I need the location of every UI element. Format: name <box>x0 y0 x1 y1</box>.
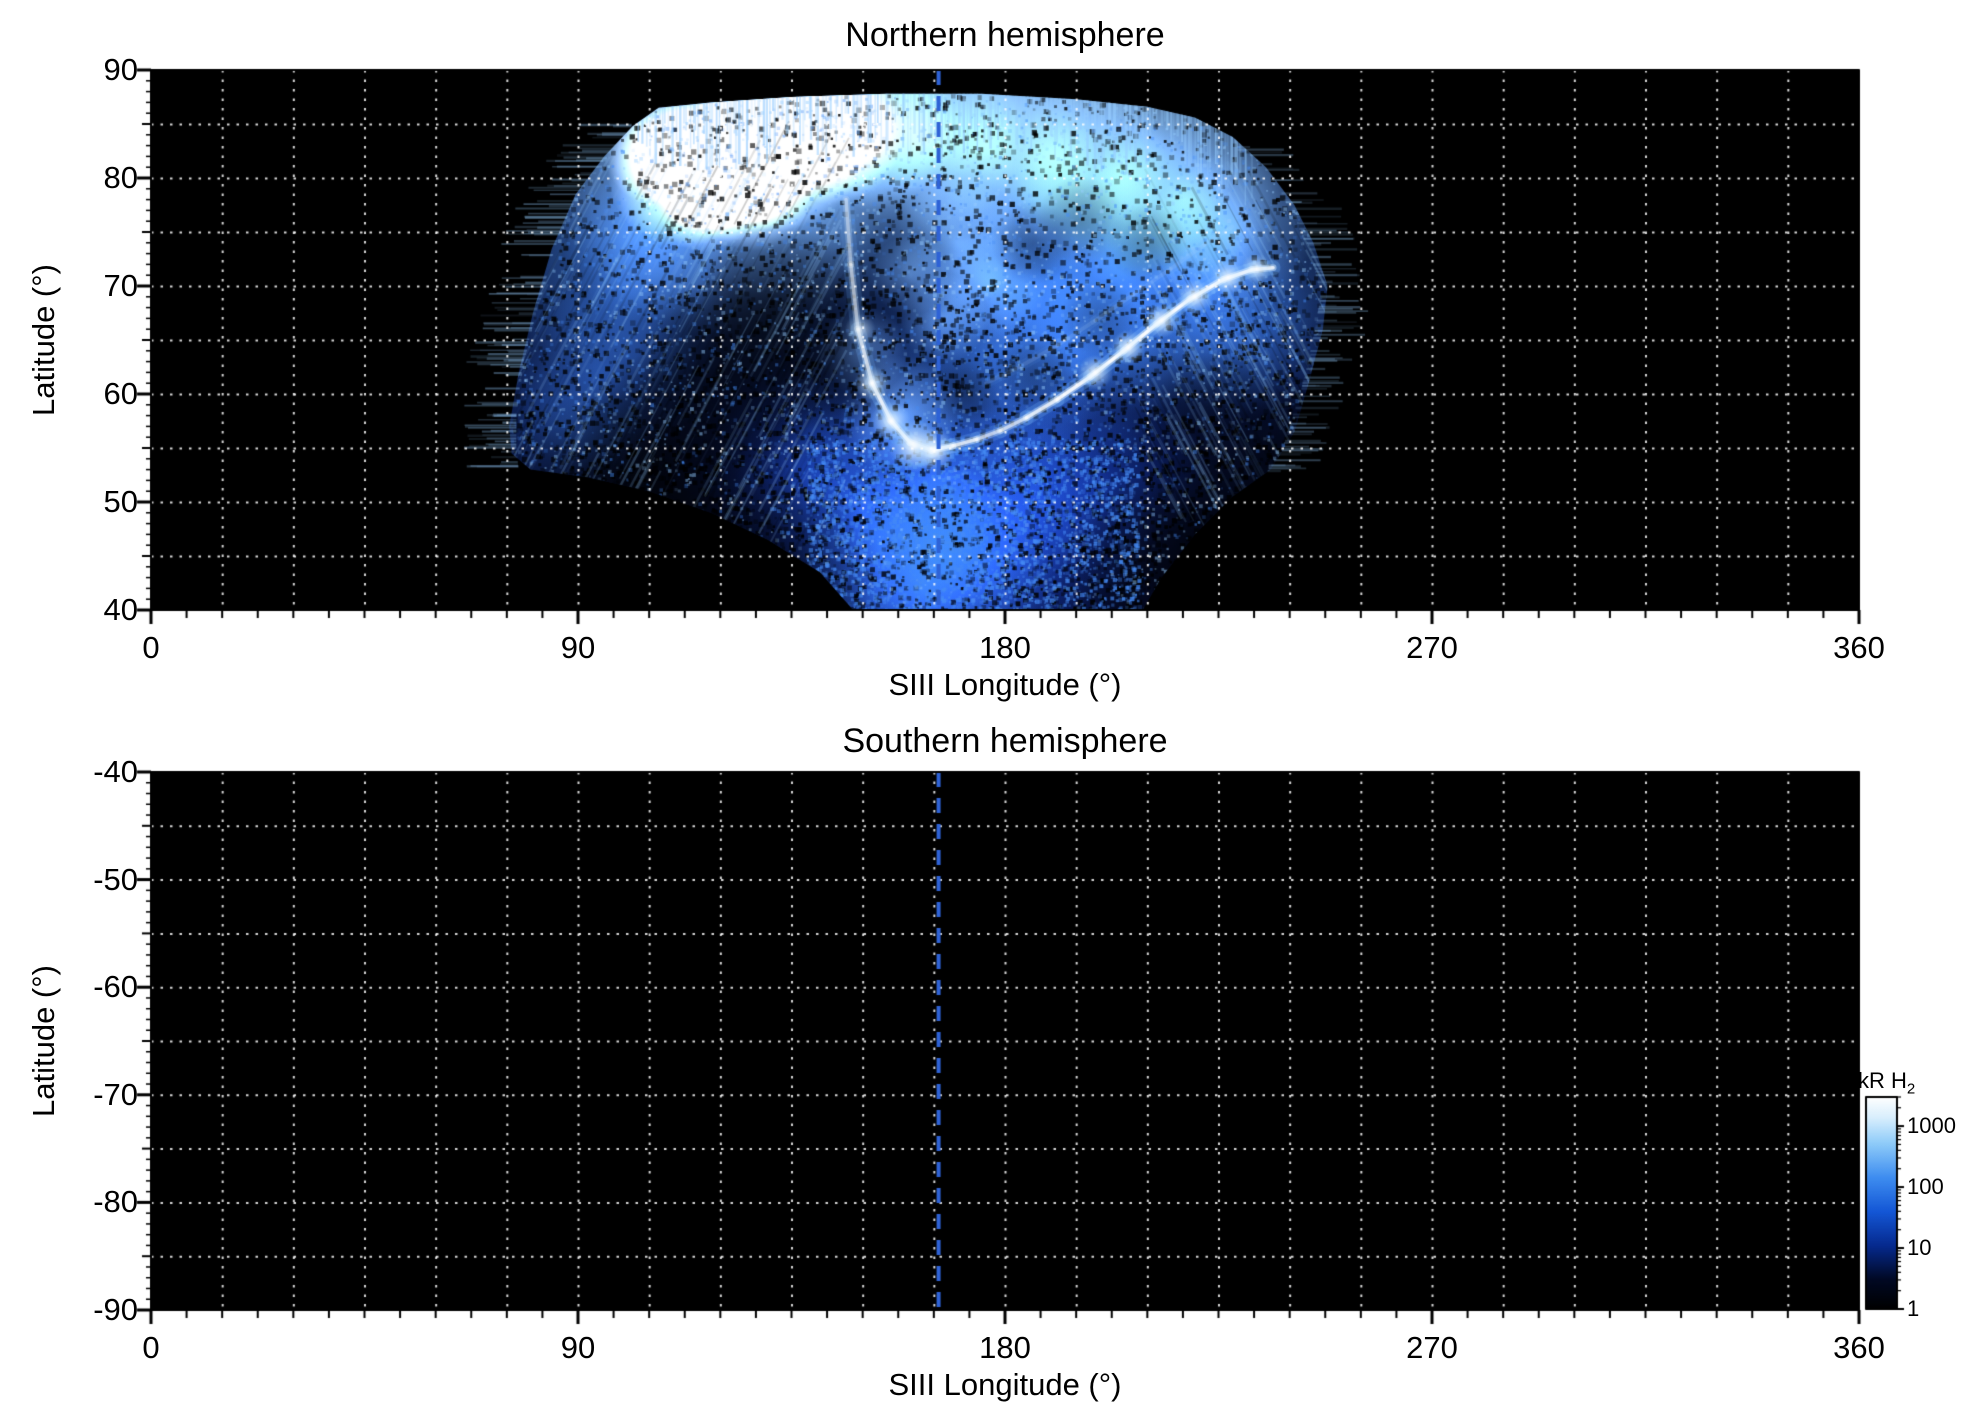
y-tick-label: 60 <box>103 376 138 411</box>
y-tick-label: 80 <box>103 160 138 195</box>
y-tick-label: -40 <box>93 754 138 789</box>
colorbar-title-text: kR H <box>1858 1068 1907 1093</box>
y-tick-label: 40 <box>103 592 138 627</box>
y-tick-label: 90 <box>103 52 138 87</box>
north-panel-title: Northern hemisphere <box>845 16 1165 54</box>
y-tick-label: -60 <box>93 969 138 1005</box>
x-tick-label: 180 <box>979 630 1031 665</box>
y-tick-label: -80 <box>93 1184 138 1220</box>
x-tick-label: 0 <box>142 1330 160 1365</box>
south-x-axis-label: SIII Longitude (°) <box>888 1367 1122 1402</box>
y-tick-label: 50 <box>103 484 138 519</box>
y-tick-label: 70 <box>103 268 138 303</box>
x-tick-label: 270 <box>1406 1330 1458 1365</box>
x-tick-label: 360 <box>1833 630 1885 665</box>
x-tick-label: 180 <box>979 1330 1031 1365</box>
colorbar-tick-label: 10 <box>1907 1235 1932 1261</box>
colorbar-title: kR H2 <box>1858 1068 1915 1097</box>
north-x-axis-label: SIII Longitude (°) <box>888 667 1122 702</box>
y-tick-label: -70 <box>93 1076 138 1112</box>
colorbar-title-subscript: 2 <box>1906 1080 1916 1098</box>
x-tick-label: 360 <box>1833 1330 1885 1365</box>
colorbar-tick-label: 1 <box>1907 1296 1920 1321</box>
x-tick-label: 0 <box>142 630 160 665</box>
x-tick-label: 270 <box>1406 630 1458 665</box>
x-tick-label: 90 <box>560 1330 596 1365</box>
south-panel-title: Southern hemisphere <box>842 722 1168 760</box>
y-tick-label: -50 <box>93 861 138 897</box>
x-tick-label: 90 <box>560 630 596 665</box>
y-tick-label: -90 <box>93 1292 138 1327</box>
colorbar-tick-label: 100 <box>1907 1174 1944 1200</box>
colorbar-tick-label: 1000 <box>1907 1113 1956 1139</box>
